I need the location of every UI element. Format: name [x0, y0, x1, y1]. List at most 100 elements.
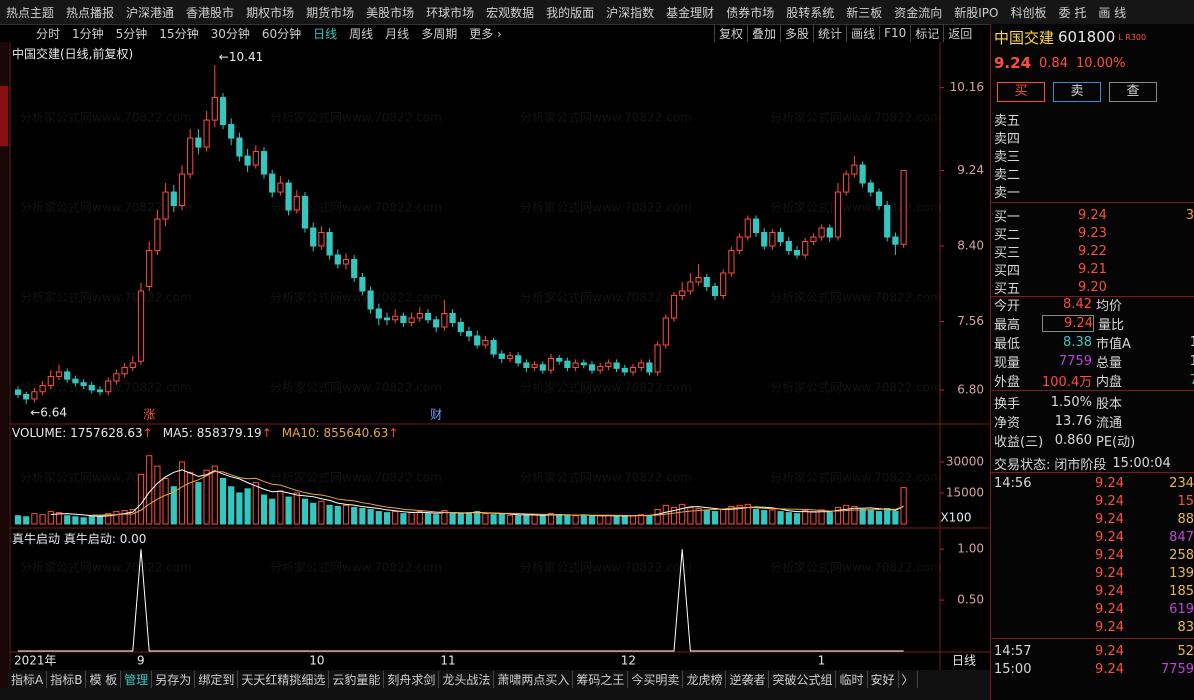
menu-item[interactable]: 宏观数据	[486, 5, 535, 20]
menu-item[interactable]: 我的版面	[546, 5, 595, 20]
period-button[interactable]: 更多 ›	[469, 26, 502, 41]
watermark: 分析家公式网www.70822.com	[770, 380, 942, 395]
menu-item[interactable]: 债券市场	[726, 5, 775, 20]
period-button[interactable]: 多周期	[421, 26, 458, 41]
menu-item[interactable]: 新股IPO	[954, 5, 999, 20]
menu-item[interactable]: 热点主题	[6, 5, 55, 20]
tool-button[interactable]: 多股	[780, 24, 813, 42]
trade-button[interactable]: 查	[1109, 82, 1157, 102]
formula-tab[interactable]: 绑定到	[195, 670, 239, 688]
formula-tab[interactable]: 逆袭者	[726, 670, 770, 688]
left-strip	[0, 42, 8, 688]
candle-body	[334, 254, 341, 265]
menu-item[interactable]: 科创板	[1010, 5, 1047, 20]
menu-item[interactable]: 基金理财	[666, 5, 715, 20]
formula-tab[interactable]: 指标A	[8, 670, 48, 688]
candle-body	[310, 227, 317, 247]
candle-body	[105, 380, 112, 393]
menu-item[interactable]: 画 线	[1098, 5, 1127, 20]
trade-volume: 258	[1169, 547, 1194, 563]
tool-button[interactable]: 叠加	[747, 24, 780, 42]
candle-body	[884, 205, 891, 238]
formula-tab[interactable]: 龙虎榜	[683, 670, 727, 688]
volume-header: VOLUME: 1757628.63↑ MA5: 858379.19↑ MA10: …	[12, 426, 408, 440]
volume-bar	[400, 513, 407, 525]
formula-tab[interactable]: 筹码之王	[573, 670, 629, 688]
formula-tab[interactable]: 指标B	[47, 670, 87, 688]
menu-item[interactable]: 美股市场	[366, 5, 415, 20]
period-button[interactable]: 分时	[36, 26, 61, 41]
trade-volume: 88	[1177, 511, 1194, 527]
menu-item[interactable]: 沪深港通	[126, 5, 175, 20]
volume-bar	[14, 515, 22, 525]
menu-item[interactable]: 香港股市	[186, 5, 235, 20]
candle-body	[859, 164, 866, 184]
candle-body	[457, 321, 464, 332]
y-tick-label: 8.40	[957, 239, 984, 253]
formula-tab[interactable]: 云豹量能	[329, 670, 385, 688]
menu-item[interactable]: 沪深指数	[606, 5, 655, 20]
stock-code: 601800	[1058, 28, 1116, 46]
candle-body	[154, 218, 161, 252]
candle-body	[449, 312, 456, 323]
period-button[interactable]: 日线	[313, 26, 338, 41]
stat-value2: 1	[1190, 354, 1194, 369]
period-button[interactable]: 30分钟	[210, 26, 250, 41]
period-button[interactable]: 周线	[349, 26, 374, 41]
candle-body	[752, 218, 760, 234]
menu-item[interactable]: 期权市场	[246, 5, 295, 20]
volume-bar	[359, 507, 366, 525]
tool-button[interactable]: 复权	[714, 24, 747, 42]
formula-tab[interactable]: 萧啸两点买入	[494, 670, 574, 688]
tool-button[interactable]: 标记	[910, 24, 943, 42]
tool-button[interactable]: F10	[879, 26, 910, 40]
stat-key2: 流通	[1096, 415, 1123, 431]
volume-bar	[547, 513, 555, 525]
tool-button[interactable]: 返回	[943, 24, 976, 42]
candle-body	[834, 191, 842, 238]
formula-tab[interactable]: 另存为	[152, 670, 196, 688]
tool-button[interactable]: 统计	[813, 24, 846, 42]
period-button[interactable]: 60分钟	[261, 26, 302, 41]
formula-tab[interactable]: 模 板	[86, 670, 122, 688]
menu-item[interactable]: 环球市场	[426, 5, 475, 20]
volume-bar	[457, 513, 464, 525]
stat-name: MA5:	[162, 426, 193, 440]
menu-item[interactable]: 委 托	[1058, 5, 1087, 20]
trade-time: 15:00	[994, 661, 1032, 677]
formula-tab[interactable]: 突破公式组	[769, 670, 837, 688]
period-button[interactable]: 5分钟	[115, 26, 148, 41]
menu-item[interactable]: 资金流向	[894, 5, 943, 20]
candle-body	[531, 364, 538, 368]
formula-tab[interactable]: 安好	[868, 670, 899, 688]
period-button[interactable]: 月线	[385, 26, 410, 41]
bid-price: 9.24	[1078, 207, 1107, 223]
formula-tab[interactable]: 临时	[836, 670, 868, 688]
candle-body	[621, 367, 628, 373]
formula-tab[interactable]: 〉	[899, 670, 918, 688]
formula-tab[interactable]: 天天红精挑细选	[238, 670, 330, 688]
candle-body	[236, 137, 243, 157]
menu-item[interactable]: 股转系统	[786, 5, 835, 20]
menu-item[interactable]: 期货市场	[306, 5, 355, 20]
trade-price: 9.24	[1095, 529, 1124, 545]
formula-tab[interactable]: 刻舟求剑	[384, 670, 440, 688]
trade-button[interactable]: 买	[997, 82, 1045, 102]
trade-button[interactable]: 卖	[1053, 82, 1101, 102]
trade-price: 9.24	[1095, 619, 1124, 635]
volume-bar	[113, 511, 120, 525]
menu-item[interactable]: 热点播报	[66, 5, 115, 20]
tool-button[interactable]: 画线	[846, 24, 879, 42]
period-button[interactable]: 1分钟	[72, 26, 104, 41]
y-tick-label: 15000	[946, 485, 984, 499]
menu-item[interactable]: 新三板	[846, 5, 883, 20]
formula-tab[interactable]: 龙头战法	[439, 670, 495, 688]
volume-bar	[31, 513, 38, 525]
formula-tab[interactable]: 管理	[121, 670, 153, 688]
period-button[interactable]: 15分钟	[159, 26, 199, 41]
bid-volume: 3	[1185, 207, 1194, 223]
formula-tab[interactable]: 今买明卖	[628, 670, 684, 688]
trade-divider	[991, 638, 1194, 639]
volume-bar	[195, 482, 202, 525]
stat-arrow: ↑	[142, 426, 153, 440]
